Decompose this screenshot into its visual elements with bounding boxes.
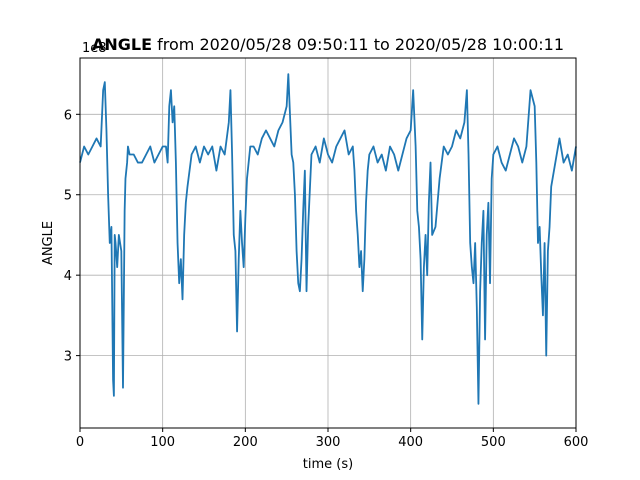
series-line	[79, 73, 577, 405]
y-tick-label: 3	[64, 350, 72, 365]
chart-title-rest: from 2020/05/28 09:50:11 to 2020/05/28 1…	[152, 35, 564, 54]
x-axis-label: time (s)	[303, 457, 353, 472]
x-axis: 0 100 200 300 400 500 600	[76, 428, 589, 450]
x-tick-label: 400	[398, 435, 423, 450]
x-tick-label: 500	[481, 435, 506, 450]
x-tick-label: 600	[564, 435, 589, 450]
y-axis: 3 4 5 6	[64, 108, 80, 365]
chart-title: ANGLE from 2020/05/28 09:50:11 to 2020/0…	[92, 35, 564, 54]
y-tick-label: 5	[64, 189, 72, 204]
x-tick-label: 200	[233, 435, 258, 450]
y-offset-label: 1e8	[82, 41, 107, 56]
y-tick-label: 4	[64, 269, 72, 284]
y-tick-label: 6	[64, 108, 72, 123]
chart-title-bold: ANGLE	[92, 35, 152, 54]
x-tick-label: 100	[150, 435, 175, 450]
x-tick-label: 0	[76, 435, 84, 450]
plot-area	[79, 73, 577, 405]
y-axis-label: ANGLE	[41, 221, 56, 265]
x-tick-label: 300	[316, 435, 341, 450]
